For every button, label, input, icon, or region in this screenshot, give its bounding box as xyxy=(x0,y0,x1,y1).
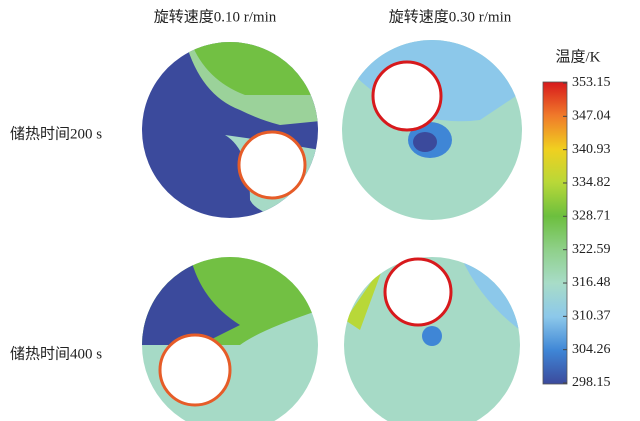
field-plot xyxy=(142,257,318,421)
tick-label: 340.93 xyxy=(572,142,611,157)
row-label: 储热时间400 s xyxy=(10,345,102,362)
tick-label: 304.26 xyxy=(572,342,611,357)
column-title: 旋转速度0.30 r/min xyxy=(389,8,512,25)
tick-label: 316.48 xyxy=(572,275,611,290)
tick-label: 328.71 xyxy=(572,209,611,224)
colorbar-title: 温度/K xyxy=(555,48,600,65)
tick-label: 353.15 xyxy=(572,75,611,90)
tick-label: 334.82 xyxy=(572,175,611,190)
field-plot xyxy=(342,40,522,220)
colorbar xyxy=(542,81,568,385)
tick-label: 322.59 xyxy=(572,242,611,257)
tick-label: 298.15 xyxy=(572,375,611,390)
tick-label: 347.04 xyxy=(572,109,611,124)
field-plot xyxy=(142,42,318,218)
row-label: 储热时间200 s xyxy=(10,125,102,142)
tick-label: 310.37 xyxy=(572,309,611,324)
column-title: 旋转速度0.10 r/min xyxy=(154,8,277,25)
